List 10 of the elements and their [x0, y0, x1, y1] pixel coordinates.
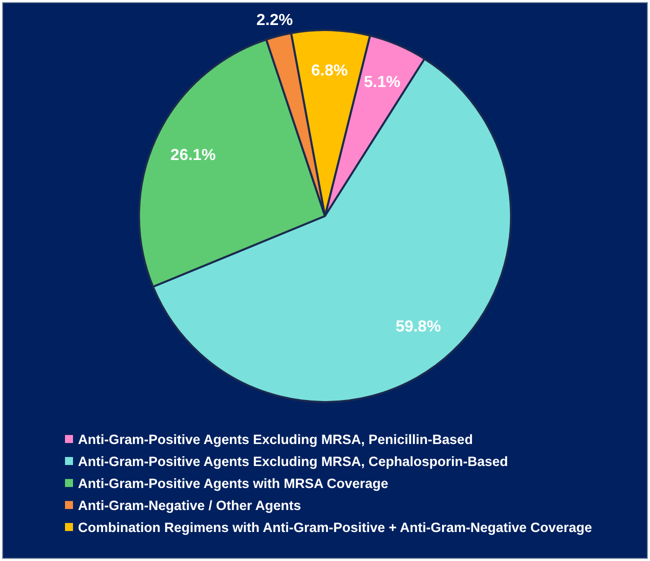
legend-label: Anti-Gram-Positive Agents Excluding MRSA, Penicillin-Based [78, 432, 473, 446]
legend-label: Anti-Gram-Positive Agents with MRSA Coverage [78, 476, 388, 490]
data-label: 5.1% [364, 74, 400, 92]
data-label: 2.2% [256, 12, 293, 29]
legend-label: Anti-Gram-Positive Agents Excluding MRSA, Cephalosporin-Based [78, 454, 508, 468]
legend-label: Combination Regimens with Anti-Gram-Positive + Anti-Gram-Negative Coverage [78, 520, 592, 534]
data-label: 59.8% [396, 318, 441, 336]
data-label: 26.1% [170, 146, 216, 164]
legend-label: Anti-Gram-Negative / Other Agents [78, 498, 302, 512]
data-label: 6.8% [311, 62, 348, 80]
